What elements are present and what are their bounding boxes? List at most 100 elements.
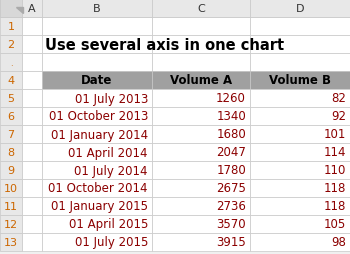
Bar (152, 144, 250, 161)
Text: 10: 10 (4, 183, 18, 193)
Bar (22, 36, 42, 54)
Text: 2736: 2736 (216, 200, 246, 213)
Bar (250, 0, 350, 18)
Bar (42, 215, 152, 233)
Bar (0, 215, 22, 233)
Text: 11: 11 (4, 201, 18, 211)
Bar (22, 0, 42, 18)
Bar (0, 197, 22, 215)
Text: 82: 82 (331, 92, 346, 105)
Bar (22, 215, 42, 233)
Bar (22, 161, 42, 179)
Bar (42, 36, 152, 54)
Bar (22, 197, 42, 215)
Bar (42, 125, 152, 144)
Bar (0, 36, 22, 54)
Text: Volume B: Volume B (269, 74, 331, 87)
Bar (22, 72, 42, 90)
Text: 110: 110 (324, 164, 346, 177)
Text: 01 October 2014: 01 October 2014 (49, 182, 148, 195)
Bar (42, 108, 152, 125)
Bar (0, 0, 22, 18)
Bar (22, 108, 42, 125)
Bar (250, 54, 350, 72)
Bar (0, 144, 22, 161)
Bar (0, 108, 22, 125)
Bar (42, 179, 152, 197)
Bar (250, 161, 350, 179)
Bar (152, 233, 250, 251)
Bar (22, 125, 42, 144)
Bar (0, 125, 22, 144)
Bar (0, 54, 22, 72)
Text: 01 October 2013: 01 October 2013 (49, 110, 148, 123)
Text: 1: 1 (7, 22, 14, 32)
Text: 3915: 3915 (216, 235, 246, 248)
Text: 13: 13 (4, 237, 18, 247)
Text: 01 April 2014: 01 April 2014 (69, 146, 148, 159)
Text: 105: 105 (324, 218, 346, 231)
Bar (152, 161, 250, 179)
Text: 5: 5 (7, 94, 14, 104)
Bar (152, 72, 250, 90)
Text: 7: 7 (7, 130, 15, 139)
Text: 01 January 2014: 01 January 2014 (51, 128, 148, 141)
Bar (0, 179, 22, 197)
Text: 01 July 2015: 01 July 2015 (75, 235, 148, 248)
Bar (250, 108, 350, 125)
Bar (152, 90, 250, 108)
Bar (42, 197, 152, 215)
Bar (152, 179, 250, 197)
Text: Use several axis in one chart: Use several axis in one chart (45, 37, 284, 52)
Bar (0, 161, 22, 179)
Text: 1340: 1340 (216, 110, 246, 123)
Bar (250, 144, 350, 161)
Bar (152, 18, 250, 36)
Bar (22, 179, 42, 197)
Bar (42, 233, 152, 251)
Text: 01 January 2015: 01 January 2015 (51, 200, 148, 213)
Bar (250, 90, 350, 108)
Bar (152, 0, 250, 18)
Bar (42, 54, 152, 72)
Bar (0, 0, 350, 18)
Text: C: C (197, 4, 205, 14)
Bar (22, 18, 42, 36)
Bar (250, 36, 350, 54)
Text: 8: 8 (7, 147, 15, 157)
Text: 98: 98 (331, 235, 346, 248)
Text: 2047: 2047 (216, 146, 246, 159)
Bar (152, 108, 250, 125)
Text: 118: 118 (324, 182, 346, 195)
Bar (0, 90, 22, 108)
Text: 01 July 2013: 01 July 2013 (75, 92, 148, 105)
Bar (42, 0, 152, 18)
Text: D: D (296, 4, 304, 14)
Text: 6: 6 (7, 112, 14, 121)
Polygon shape (16, 8, 23, 14)
Bar (42, 72, 152, 90)
Bar (22, 54, 42, 72)
Text: .: . (10, 58, 12, 67)
Bar (0, 72, 22, 90)
Text: B: B (93, 4, 101, 14)
Bar (250, 233, 350, 251)
Text: A: A (28, 4, 36, 14)
Bar (250, 179, 350, 197)
Bar (152, 125, 250, 144)
Bar (250, 72, 350, 90)
Bar (250, 125, 350, 144)
Bar (0, 18, 22, 36)
Bar (152, 215, 250, 233)
Text: 101: 101 (324, 128, 346, 141)
Text: Volume A: Volume A (170, 74, 232, 87)
Text: 12: 12 (4, 219, 18, 229)
Bar (22, 233, 42, 251)
Text: 1260: 1260 (216, 92, 246, 105)
Text: 01 July 2014: 01 July 2014 (75, 164, 148, 177)
Bar (42, 18, 152, 36)
Text: 1680: 1680 (216, 128, 246, 141)
Bar (152, 36, 250, 54)
Bar (42, 144, 152, 161)
Text: Date: Date (81, 74, 113, 87)
